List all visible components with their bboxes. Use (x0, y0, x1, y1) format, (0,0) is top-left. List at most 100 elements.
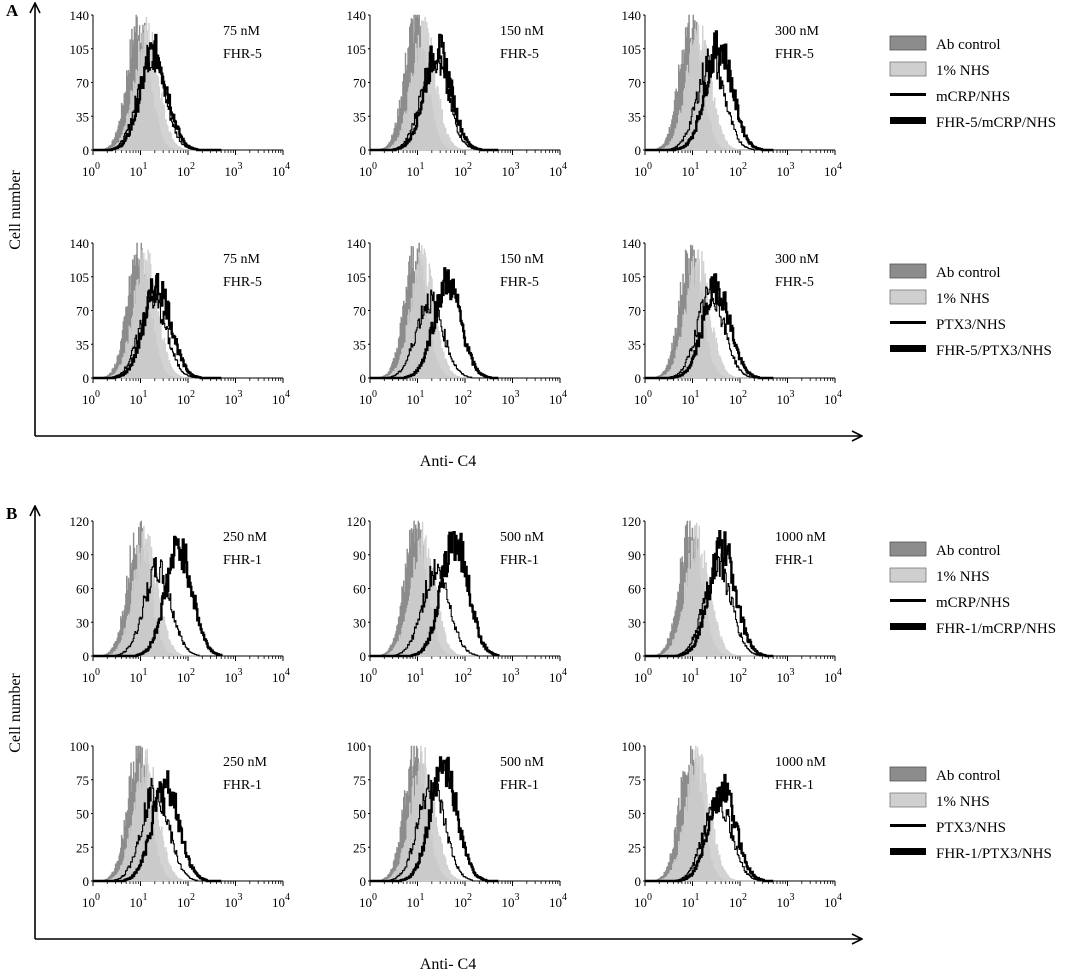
y-tick-label: 70 (353, 304, 366, 319)
fhr-complex-histogram-line (93, 770, 222, 883)
x-tick-label: 100 (359, 667, 377, 685)
y-axis-title: Cell number (7, 170, 24, 250)
y-tick-label: 140 (347, 8, 367, 23)
concentration-label: 250 nM (223, 530, 268, 545)
y-tick-label: 60 (76, 582, 89, 597)
x-tick-exponent: 2 (190, 667, 195, 678)
y-tick-label: 75 (353, 773, 366, 788)
x-tick-base: 10 (502, 392, 515, 407)
y-tick-label: 50 (628, 807, 641, 822)
y-tick-label: 120 (622, 514, 642, 529)
legend-swatch-fhr-complex (890, 623, 926, 630)
x-tick-label: 103 (225, 892, 243, 910)
concentration-label: 150 nM (500, 24, 545, 39)
y-tick-label: 35 (353, 109, 366, 124)
x-tick-base: 10 (225, 895, 238, 910)
x-tick-exponent: 3 (515, 667, 520, 678)
x-tick-label: 104 (549, 892, 567, 910)
x-tick-label: 104 (824, 892, 842, 910)
y-tick-label: 0 (360, 649, 367, 664)
x-tick-label: 100 (82, 892, 100, 910)
x-tick-exponent: 2 (190, 389, 195, 400)
x-tick-label: 103 (502, 892, 520, 910)
x-tick-exponent: 3 (238, 161, 243, 172)
concentration-label: 250 nM (223, 755, 268, 770)
y-tick-label: 90 (628, 548, 641, 563)
x-tick-base: 10 (454, 164, 467, 179)
legend-label: FHR-1/PTX3/NHS (936, 846, 1052, 862)
x-tick-base: 10 (454, 392, 467, 407)
x-tick-label: 100 (634, 667, 652, 685)
x-tick-base: 10 (634, 392, 647, 407)
x-tick-base: 10 (272, 392, 285, 407)
x-tick-label: 103 (777, 389, 795, 407)
fhr-complex-histogram-line (645, 30, 774, 152)
x-tick-exponent: 3 (238, 667, 243, 678)
x-tick-label: 101 (130, 892, 148, 910)
x-tick-base: 10 (454, 670, 467, 685)
x-tick-exponent: 0 (647, 667, 652, 678)
x-tick-label: 101 (130, 161, 148, 179)
x-tick-exponent: 4 (837, 161, 842, 172)
x-tick-label: 104 (549, 161, 567, 179)
x-tick-base: 10 (225, 164, 238, 179)
legend: Ab control 1% NHS mCRP/NHS FHR-1/mCRP/NHS (889, 541, 1056, 637)
y-tick-label: 25 (353, 840, 366, 855)
x-tick-exponent: 0 (647, 389, 652, 400)
legend-label: mCRP/NHS (936, 89, 1010, 105)
x-tick-exponent: 4 (562, 161, 567, 172)
x-tick-base: 10 (82, 164, 95, 179)
y-tick-label: 140 (70, 236, 90, 251)
y-tick-label: 70 (628, 76, 641, 91)
y-tick-label: 50 (76, 807, 89, 822)
x-tick-label: 100 (359, 161, 377, 179)
x-tick-label: 104 (824, 161, 842, 179)
x-tick-exponent: 3 (238, 892, 243, 903)
x-tick-exponent: 1 (420, 389, 425, 400)
x-tick-label: 101 (682, 389, 700, 407)
y-tick-label: 60 (353, 582, 366, 597)
x-tick-exponent: 0 (372, 389, 377, 400)
legend: Ab control 1% NHS PTX3/NHS FHR-5/PTX3/NHS (889, 263, 1052, 359)
x-tick-exponent: 4 (837, 389, 842, 400)
x-tick-exponent: 1 (695, 161, 700, 172)
x-tick-exponent: 3 (238, 389, 243, 400)
y-tick-label: 60 (628, 582, 641, 597)
complex-histogram-line (645, 278, 774, 379)
x-tick-exponent: 3 (790, 389, 795, 400)
x-tick-label: 102 (729, 667, 747, 685)
x-tick-base: 10 (777, 670, 790, 685)
x-tick-base: 10 (272, 895, 285, 910)
x-tick-exponent: 3 (515, 161, 520, 172)
y-tick-label: 100 (347, 739, 367, 754)
x-tick-exponent: 1 (695, 389, 700, 400)
y-tick-label: 105 (70, 42, 90, 57)
y-tick-label: 0 (635, 143, 642, 158)
nhs-histogram (93, 748, 222, 882)
legend-swatch-nhs (889, 567, 927, 583)
legend-label: Ab control (936, 37, 1001, 53)
protein-label: FHR-1 (500, 553, 539, 568)
x-tick-base: 10 (359, 895, 372, 910)
x-tick-label: 100 (359, 389, 377, 407)
x-tick-exponent: 4 (837, 892, 842, 903)
x-tick-label: 102 (177, 667, 195, 685)
protein-label: FHR-5 (223, 275, 262, 290)
legend-swatch-fhr-complex (890, 848, 926, 855)
x-tick-base: 10 (729, 164, 742, 179)
y-tick-label: 0 (360, 143, 367, 158)
x-tick-label: 104 (272, 161, 290, 179)
x-tick-label: 103 (225, 389, 243, 407)
x-tick-label: 102 (454, 389, 472, 407)
x-tick-base: 10 (824, 895, 837, 910)
x-tick-exponent: 2 (742, 389, 747, 400)
panel-label: A (6, 1, 19, 20)
complex-histogram-line (93, 556, 222, 657)
x-tick-label: 100 (82, 161, 100, 179)
y-tick-label: 120 (70, 514, 90, 529)
x-tick-base: 10 (407, 895, 420, 910)
x-tick-exponent: 1 (143, 892, 148, 903)
